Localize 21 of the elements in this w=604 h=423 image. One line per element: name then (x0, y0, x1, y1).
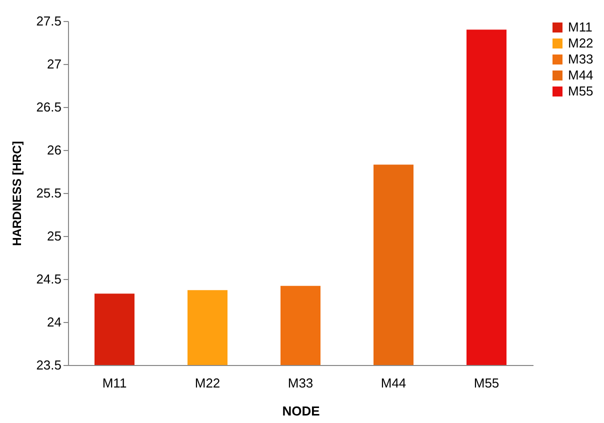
x-tick-label: M22 (194, 376, 220, 390)
legend-label: M11 (568, 20, 592, 34)
y-tick-label: 26.5 (36, 100, 62, 114)
y-tick-label: 23.5 (36, 358, 62, 372)
x-tick-label: M55 (474, 376, 500, 390)
legend-label: M22 (568, 36, 594, 50)
y-axis-title: HARDNESS [HRC] (10, 141, 24, 246)
legend-label: M55 (568, 84, 594, 98)
legend-label: M44 (568, 68, 594, 82)
x-tick-label: M44 (380, 376, 406, 390)
y-tick-label: 26 (47, 142, 62, 158)
legend-label: M33 (568, 52, 594, 66)
x-tick-label: M33 (288, 376, 314, 390)
y-tick-label: 25.5 (36, 186, 62, 200)
y-tick-label: 27.5 (36, 14, 62, 28)
x-axis-title: NODE (282, 404, 320, 418)
y-tick-label: 25 (47, 228, 62, 244)
y-tick-label: 24 (47, 314, 62, 330)
x-tick-label: M11 (102, 376, 127, 390)
y-tick-label: 27 (47, 56, 62, 72)
y-tick-label: 24.5 (36, 272, 62, 286)
